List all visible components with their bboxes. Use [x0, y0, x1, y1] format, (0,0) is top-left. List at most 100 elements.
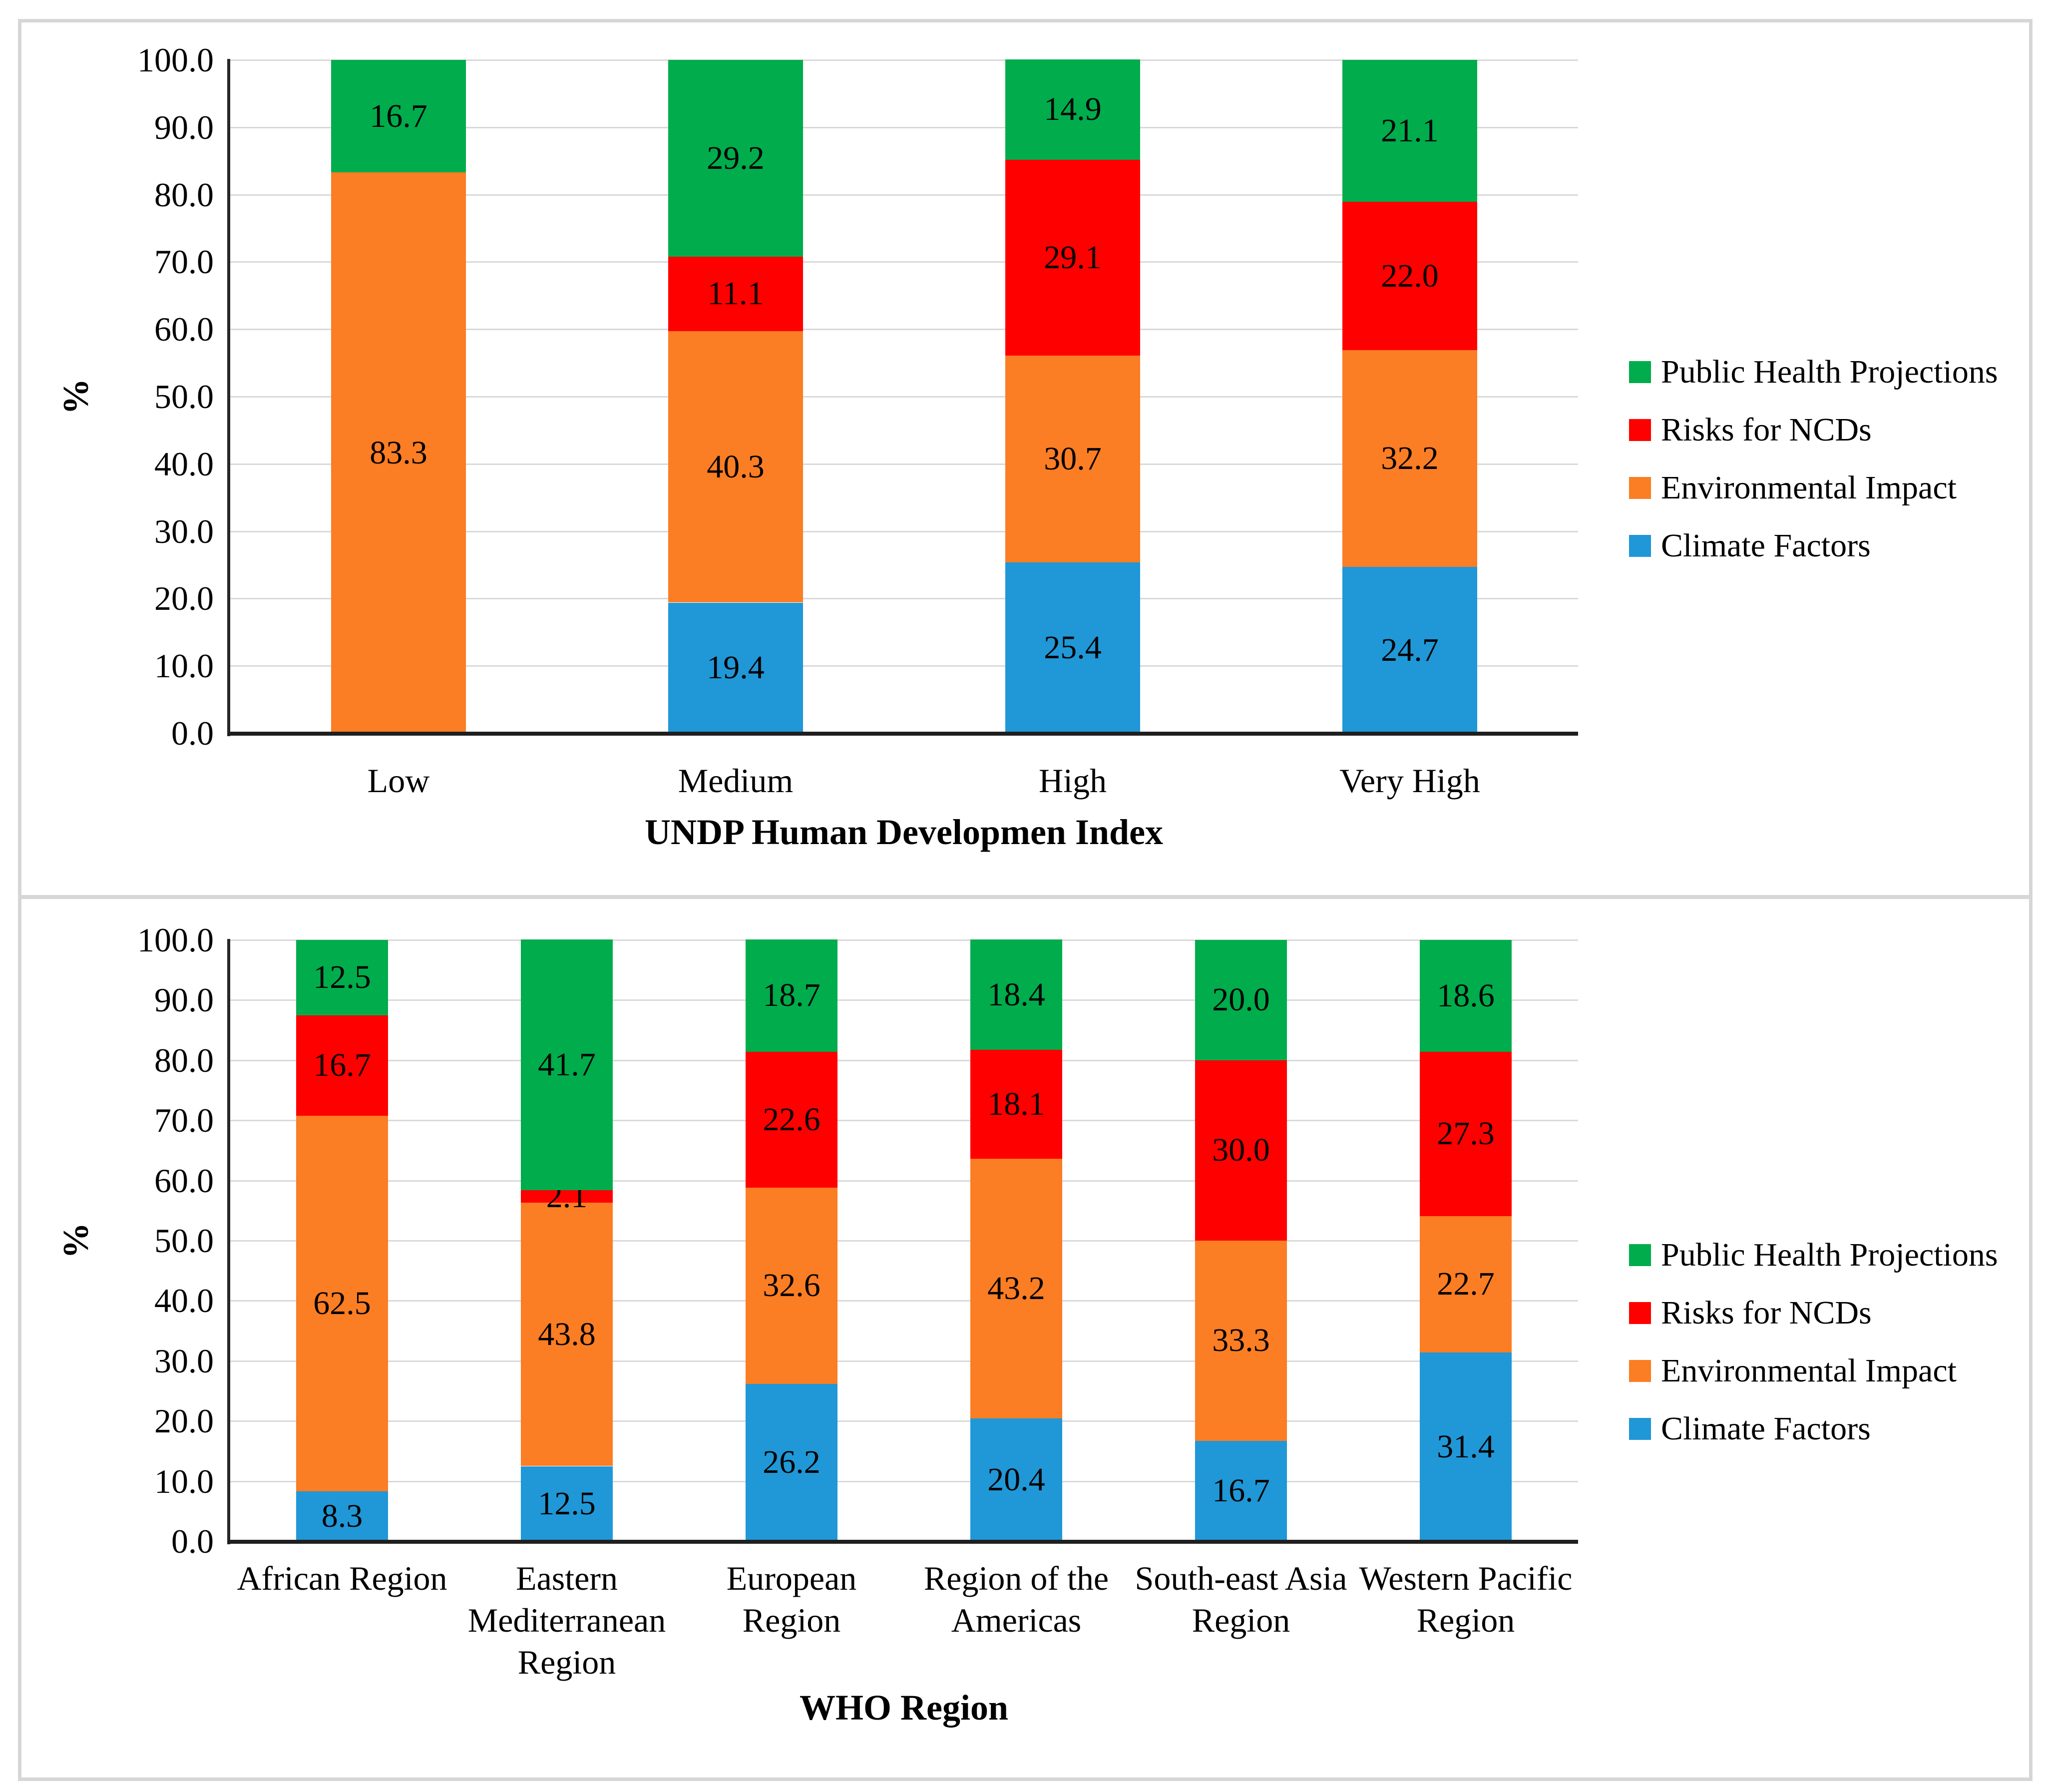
panel-divider — [18, 895, 2033, 899]
bar-segment-environmental-impact-region-of-the-americas: 43.2 — [970, 1159, 1062, 1419]
bar-value-label: 29.2 — [707, 139, 765, 176]
bar-segment-environmental-impact-eastern-mediterranean-region: 43.8 — [521, 1203, 613, 1466]
legend-label: Environmental Impact — [1661, 469, 1957, 506]
bar-value-label: 8.3 — [321, 1498, 363, 1535]
legend-item-public-health-projections: Public Health Projections — [1629, 1236, 1998, 1275]
bar-segment-public-health-projections-medium: 29.2 — [668, 60, 803, 257]
y-axis-tick-label: 50.0 — [154, 1222, 214, 1260]
y-axis-tick-label: 100.0 — [137, 41, 214, 79]
bar-segment-risks-for-ncds-region-of-the-americas: 18.1 — [970, 1050, 1062, 1159]
bar-segment-environmental-impact-south-east-asia-region: 33.3 — [1195, 1241, 1287, 1441]
bar-segment-environmental-impact-western-pacific-region: 22.7 — [1420, 1216, 1512, 1352]
legend-color-swatch — [1629, 535, 1651, 557]
bar-value-label: 40.3 — [707, 448, 765, 485]
legend-item-risks-for-ncds: Risks for NCDs — [1629, 1294, 1998, 1333]
bar-value-label: 18.7 — [763, 977, 820, 1014]
bar-segment-climate-factors-region-of-the-americas: 20.4 — [970, 1418, 1062, 1541]
bar-segment-public-health-projections-region-of-the-americas: 18.4 — [970, 939, 1062, 1050]
gridline — [230, 59, 1578, 61]
legend-color-swatch — [1629, 1302, 1651, 1324]
bar-value-label: 24.7 — [1381, 631, 1439, 668]
y-axis-tick-label: 60.0 — [154, 310, 214, 348]
x-axis-category-label: European Region — [726, 1559, 857, 1639]
gridline — [230, 1481, 1578, 1482]
bar-value-label: 20.0 — [1212, 981, 1270, 1018]
bar-segment-climate-factors-very-high: 24.7 — [1342, 567, 1477, 733]
y-axis-tick-label: 90.0 — [154, 981, 214, 1019]
legend-color-swatch — [1629, 1418, 1651, 1440]
y-axis-tick-label: 80.0 — [154, 176, 214, 214]
y-axis-tick-label: 20.0 — [154, 579, 214, 617]
bar-value-label: 30.0 — [1212, 1132, 1270, 1169]
legend-color-swatch — [1629, 419, 1651, 441]
gridline — [230, 329, 1578, 330]
x-axis-title-bottom: WHO Region — [799, 1688, 1008, 1728]
y-axis-tick-label: 60.0 — [154, 1162, 214, 1200]
bar-segment-risks-for-ncds-high: 29.1 — [1005, 159, 1140, 356]
bar-value-label: 43.8 — [538, 1316, 596, 1352]
gridline — [230, 396, 1578, 398]
gridline — [230, 939, 1578, 941]
y-axis-tick-label: 50.0 — [154, 378, 214, 416]
y-axis-tick-label: 80.0 — [154, 1041, 214, 1079]
bar-segment-climate-factors-western-pacific-region: 31.4 — [1420, 1352, 1512, 1541]
bar-segment-public-health-projections-high: 14.9 — [1005, 59, 1140, 160]
gridline — [230, 1180, 1578, 1182]
bar-segment-risks-for-ncds-western-pacific-region: 27.3 — [1420, 1051, 1512, 1216]
bar-segment-public-health-projections-western-pacific-region: 18.6 — [1420, 940, 1512, 1052]
gridline — [230, 1120, 1578, 1121]
gridline — [230, 1300, 1578, 1302]
legend-label: Climate Factors — [1661, 1410, 1871, 1447]
bar-segment-risks-for-ncds-south-east-asia-region: 30.0 — [1195, 1060, 1287, 1241]
y-axis-line — [227, 939, 230, 1544]
gridline — [230, 261, 1578, 263]
x-axis-category-label: Low — [367, 762, 430, 800]
legend-label: Environmental Impact — [1661, 1352, 1957, 1389]
gridline — [230, 531, 1578, 532]
bar-segment-risks-for-ncds-african-region: 16.7 — [296, 1015, 388, 1116]
bar-value-label: 16.7 — [313, 1047, 371, 1084]
y-axis-tick-label: 30.0 — [154, 512, 214, 550]
x-axis-line — [227, 732, 1578, 736]
bar-segment-risks-for-ncds-eastern-mediterranean-region: 2.1 — [521, 1179, 613, 1214]
bar-value-label: 26.2 — [763, 1444, 820, 1481]
bar-value-label: 83.3 — [370, 434, 427, 471]
bar-segment-public-health-projections-european-region: 18.7 — [746, 939, 837, 1052]
bar-value-label: 18.1 — [987, 1086, 1045, 1123]
bar-value-label: 22.6 — [763, 1101, 820, 1138]
bar-value-label: 14.9 — [1044, 91, 1102, 128]
bar-value-label: 11.1 — [707, 275, 764, 312]
bar-segment-climate-factors-high: 25.4 — [1005, 562, 1140, 733]
y-axis-tick-label: 90.0 — [154, 108, 214, 146]
bar-segment-environmental-impact-very-high: 32.2 — [1342, 350, 1477, 567]
legend-item-environmental-impact: Environmental Impact — [1629, 468, 1998, 507]
bar-segment-public-health-projections-south-east-asia-region: 20.0 — [1195, 940, 1287, 1060]
bar-value-label: 19.4 — [707, 649, 765, 686]
legend-item-climate-factors: Climate Factors — [1629, 526, 1998, 565]
bar-value-label: 16.7 — [1212, 1472, 1270, 1509]
y-axis-tick-label: 70.0 — [154, 243, 214, 281]
x-axis-category-label: South-east Asia Region — [1135, 1559, 1347, 1639]
legend-label: Climate Factors — [1661, 527, 1871, 564]
bar-segment-environmental-impact-european-region: 32.6 — [746, 1188, 837, 1384]
bar-value-label: 25.4 — [1044, 629, 1102, 666]
y-axis-line — [227, 59, 230, 736]
bar-segment-environmental-impact-high: 30.7 — [1005, 355, 1140, 562]
x-axis-category-label: High — [1039, 762, 1107, 800]
bar-segment-climate-factors-african-region: 8.3 — [296, 1491, 388, 1541]
bar-segment-climate-factors-medium: 19.4 — [668, 602, 803, 733]
figure-border — [18, 19, 2033, 1781]
gridline — [230, 1360, 1578, 1362]
bar-value-label: 43.2 — [987, 1270, 1045, 1307]
bar-value-label: 22.0 — [1381, 257, 1439, 294]
legend-label: Public Health Projections — [1661, 1237, 1998, 1273]
gridline — [230, 665, 1578, 667]
gridline — [230, 463, 1578, 465]
bar-value-label: 12.5 — [538, 1485, 596, 1522]
bar-segment-environmental-impact-medium: 40.3 — [668, 331, 803, 603]
bar-value-label: 21.1 — [1381, 112, 1439, 149]
x-axis-category-label: Very High — [1339, 762, 1480, 800]
bar-value-label: 32.2 — [1381, 440, 1439, 477]
legend-item-public-health-projections: Public Health Projections — [1629, 353, 1998, 392]
